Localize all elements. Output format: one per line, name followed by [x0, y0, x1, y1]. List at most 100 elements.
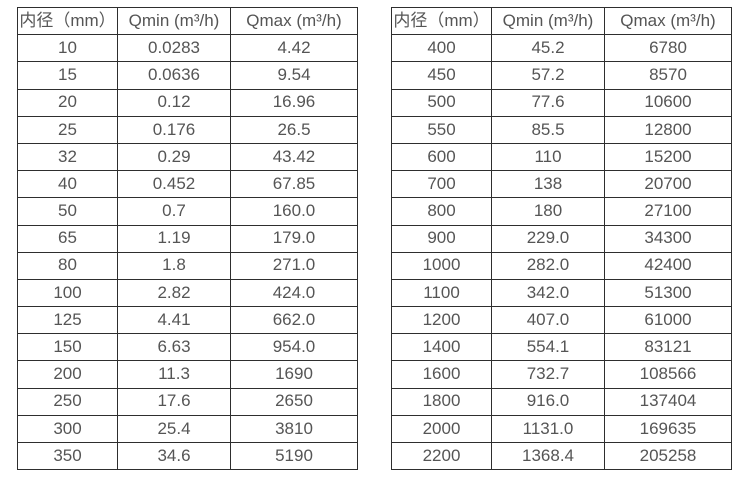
cell-diameter: 150	[17, 333, 118, 362]
cell-qmin: 138	[491, 170, 605, 199]
table-row: 450 57.2 8570	[391, 61, 732, 90]
cell-diameter: 65	[17, 224, 118, 253]
header-row: 内径（mm） Qmin (m³/h) Qmax (m³/h)	[17, 6, 358, 36]
cell-qmax: 27100	[604, 197, 732, 226]
cell-qmax: 34300	[604, 224, 732, 253]
cell-qmin: 0.176	[117, 115, 231, 144]
cell-qmax: 108566	[604, 360, 732, 389]
header-inner-diameter: 内径（mm）	[391, 6, 492, 36]
cell-qmin: 0.0283	[117, 34, 231, 63]
cell-diameter: 200	[17, 360, 118, 389]
cell-diameter: 550	[391, 115, 492, 144]
cell-qmax: 271.0	[230, 251, 358, 280]
cell-diameter: 900	[391, 224, 492, 253]
table-row: 2000 1131.0 169635	[391, 414, 732, 444]
cell-diameter: 450	[391, 61, 492, 90]
cell-diameter: 125	[17, 306, 118, 335]
header-qmin: Qmin (m³/h)	[117, 6, 231, 36]
table-row: 1400 554.1 83121	[391, 333, 732, 362]
cell-diameter: 300	[17, 414, 118, 444]
header-inner-diameter: 内径（mm）	[17, 6, 118, 36]
cell-qmax: 424.0	[230, 278, 358, 308]
flow-table-small-diameters: 内径（mm） Qmin (m³/h) Qmax (m³/h) 10 0.0283 4…	[17, 6, 358, 471]
cell-qmax: 6780	[604, 34, 732, 63]
cell-diameter: 400	[391, 34, 492, 63]
table-row: 125 4.41 662.0	[17, 306, 358, 335]
cell-qmax: 954.0	[230, 333, 358, 362]
cell-qmax: 67.85	[230, 170, 358, 199]
flow-table-large-diameters: 内径（mm） Qmin (m³/h) Qmax (m³/h) 400 45.2 67…	[391, 6, 732, 471]
cell-diameter: 700	[391, 170, 492, 199]
cell-qmin: 2.82	[117, 278, 231, 308]
cell-qmax: 137404	[604, 387, 732, 416]
cell-diameter: 10	[17, 34, 118, 63]
table-row: 80 1.8 271.0	[17, 251, 358, 280]
cell-diameter: 1100	[391, 278, 492, 308]
cell-qmax: 5190	[230, 441, 358, 471]
table-row: 1600 732.7 108566	[391, 360, 732, 389]
cell-qmax: 42400	[604, 251, 732, 280]
cell-qmin: 11.3	[117, 360, 231, 389]
cell-diameter: 500	[391, 88, 492, 117]
table-row: 15 0.0636 9.54	[17, 61, 358, 90]
table-row: 10 0.0283 4.42	[17, 34, 358, 63]
cell-diameter: 600	[391, 142, 492, 172]
cell-qmax: 4.42	[230, 34, 358, 63]
cell-qmin: 110	[491, 142, 605, 172]
cell-qmin: 57.2	[491, 61, 605, 90]
cell-qmax: 20700	[604, 170, 732, 199]
cell-diameter: 1000	[391, 251, 492, 280]
table-row: 2200 1368.4 205258	[391, 441, 732, 471]
cell-qmax: 3810	[230, 414, 358, 444]
cell-qmax: 10600	[604, 88, 732, 117]
cell-qmin: 1368.4	[491, 441, 605, 471]
table-row: 700 138 20700	[391, 170, 732, 199]
table-row: 250 17.6 2650	[17, 387, 358, 416]
table-row: 100 2.82 424.0	[17, 278, 358, 308]
cell-qmin: 1.8	[117, 251, 231, 280]
table-row: 300 25.4 3810	[17, 414, 358, 444]
cell-diameter: 1400	[391, 333, 492, 362]
table-row: 800 180 27100	[391, 197, 732, 226]
cell-qmin: 4.41	[117, 306, 231, 335]
cell-diameter: 32	[17, 142, 118, 172]
table-row: 200 11.3 1690	[17, 360, 358, 389]
table-row: 400 45.2 6780	[391, 34, 732, 63]
table-row: 40 0.452 67.85	[17, 170, 358, 199]
header-qmax: Qmax (m³/h)	[604, 6, 732, 36]
cell-qmin: 25.4	[117, 414, 231, 444]
cell-qmax: 9.54	[230, 61, 358, 90]
cell-qmin: 342.0	[491, 278, 605, 308]
cell-diameter: 40	[17, 170, 118, 199]
table-row: 900 229.0 34300	[391, 224, 732, 253]
table-row: 1100 342.0 51300	[391, 278, 732, 308]
cell-qmax: 61000	[604, 306, 732, 335]
table-row: 1000 282.0 42400	[391, 251, 732, 280]
cell-qmin: 0.12	[117, 88, 231, 117]
header-row: 内径（mm） Qmin (m³/h) Qmax (m³/h)	[391, 6, 732, 36]
header-qmax: Qmax (m³/h)	[230, 6, 358, 36]
cell-qmin: 1131.0	[491, 414, 605, 444]
cell-qmin: 0.0636	[117, 61, 231, 90]
cell-qmin: 229.0	[491, 224, 605, 253]
cell-diameter: 50	[17, 197, 118, 226]
cell-qmax: 15200	[604, 142, 732, 172]
table-row: 20 0.12 16.96	[17, 88, 358, 117]
cell-qmin: 180	[491, 197, 605, 226]
cell-diameter: 800	[391, 197, 492, 226]
cell-qmin: 0.29	[117, 142, 231, 172]
cell-qmin: 282.0	[491, 251, 605, 280]
cell-qmax: 43.42	[230, 142, 358, 172]
cell-qmax: 179.0	[230, 224, 358, 253]
table-row: 350 34.6 5190	[17, 441, 358, 471]
cell-diameter: 1800	[391, 387, 492, 416]
cell-qmax: 2650	[230, 387, 358, 416]
cell-qmin: 34.6	[117, 441, 231, 471]
cell-diameter: 2200	[391, 441, 492, 471]
cell-qmin: 407.0	[491, 306, 605, 335]
table-row: 550 85.5 12800	[391, 115, 732, 144]
cell-diameter: 15	[17, 61, 118, 90]
cell-qmin: 77.6	[491, 88, 605, 117]
cell-qmax: 205258	[604, 441, 732, 471]
table-row: 500 77.6 10600	[391, 88, 732, 117]
